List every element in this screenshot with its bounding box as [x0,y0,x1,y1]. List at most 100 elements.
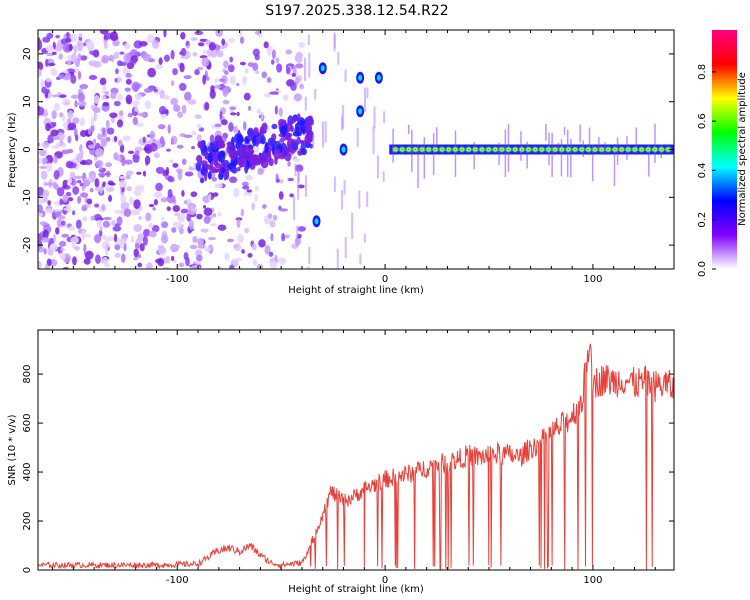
streak [307,34,310,45]
noise-blob [224,252,230,261]
x-tick-label: -100 [166,274,189,285]
noise-blob [45,45,54,52]
noise-blob [148,230,157,238]
noise-blob [87,128,92,135]
noise-blob [239,36,245,45]
tone-peak [637,146,646,153]
noise-blob [194,69,200,76]
noise-blob [99,187,103,194]
branch-blob [271,123,278,130]
snr-y-ticks: 0 200 400 600 800 [22,365,674,573]
noise-blob [144,100,152,109]
noise-blob [272,214,278,221]
hot-spot-core [341,146,346,153]
noise-blob [52,233,57,242]
noise-blob [299,83,304,90]
spectrogram-y-axis-label: Frequency (Hz) [7,112,18,188]
noise-blob [95,254,101,264]
noise-blob [270,233,274,242]
noise-blob [38,199,44,204]
chart-title: S197.2025.338.12.54.R22 [265,3,448,19]
noise-blob [74,100,78,108]
noise-blob [99,166,103,171]
tone-peak [491,146,500,153]
noise-blob [65,161,74,169]
noise-blob [142,170,147,177]
streak [308,52,311,78]
noise-blob [202,50,208,54]
tone-peak [564,146,573,153]
noise-blob [51,94,59,98]
tone-peak [391,146,400,153]
streak [297,169,300,183]
noise-blob [189,244,198,250]
noise-blob [276,63,283,73]
streak [363,87,366,112]
noise-blob [160,197,168,203]
noise-blob [40,79,45,89]
noise-blob [84,252,93,257]
noise-blob [157,247,166,254]
noise-blob [144,155,151,165]
noise-blob [102,101,110,107]
noise-blob [93,111,97,122]
noise-blob [271,59,275,65]
noise-blob [236,82,240,87]
noise-blob [58,240,67,247]
noise-blob [134,150,140,156]
tone-streak [635,127,638,148]
noise-blob [247,253,253,258]
noise-blob [293,157,301,162]
noise-blob [161,221,169,229]
noise-blob [285,66,291,75]
noise-blob [67,135,72,144]
noise-blob [70,236,79,244]
noise-blob [60,220,66,226]
tone-peak [584,146,593,153]
noise-blob [197,42,205,47]
noise-blob [38,212,44,217]
noise-blob [109,112,118,119]
tone-peak [424,146,433,153]
streak [344,69,347,82]
noise-blob [38,39,43,50]
snr-panel: -100 0 100 0 200 400 600 800 Height of straigh… [7,329,675,595]
noise-blob [67,197,74,202]
tone-peak [471,146,480,153]
noise-blob [90,116,95,127]
noise-blob [228,176,238,184]
noise-blob [38,156,43,164]
noise-blob [47,134,55,144]
streak [314,89,317,100]
noise-blob [290,81,297,92]
noise-blob [128,196,134,206]
noise-blob [57,215,66,220]
noise-blob [60,248,65,252]
noise-blob [172,162,179,168]
x-tick-label: 0 [382,274,388,285]
snr-frame [37,329,675,571]
noise-blob [72,186,80,195]
tone-streak [454,130,457,177]
noise-blob [258,239,266,248]
hot-spot-core [320,65,325,72]
tone-streak [591,144,594,182]
noise-blob [157,244,165,249]
branch-blob [203,164,212,170]
noise-blob [192,236,198,243]
tone-peak [484,146,493,153]
noise-blob [56,91,62,96]
branch-blob [221,167,225,174]
noise-blob [124,159,133,165]
noise-blob [108,182,116,186]
noise-blob [179,62,185,73]
branch-blob [261,122,268,132]
noise-blob [92,107,101,113]
spectrogram-x-axis-label: Height of straight line (km) [288,285,424,296]
branch-blob [307,115,313,121]
noise-blob [206,76,210,81]
noise-blob [79,159,87,165]
noise-blob [38,246,45,253]
noise-blob [98,172,106,178]
noise-blob [96,219,103,225]
